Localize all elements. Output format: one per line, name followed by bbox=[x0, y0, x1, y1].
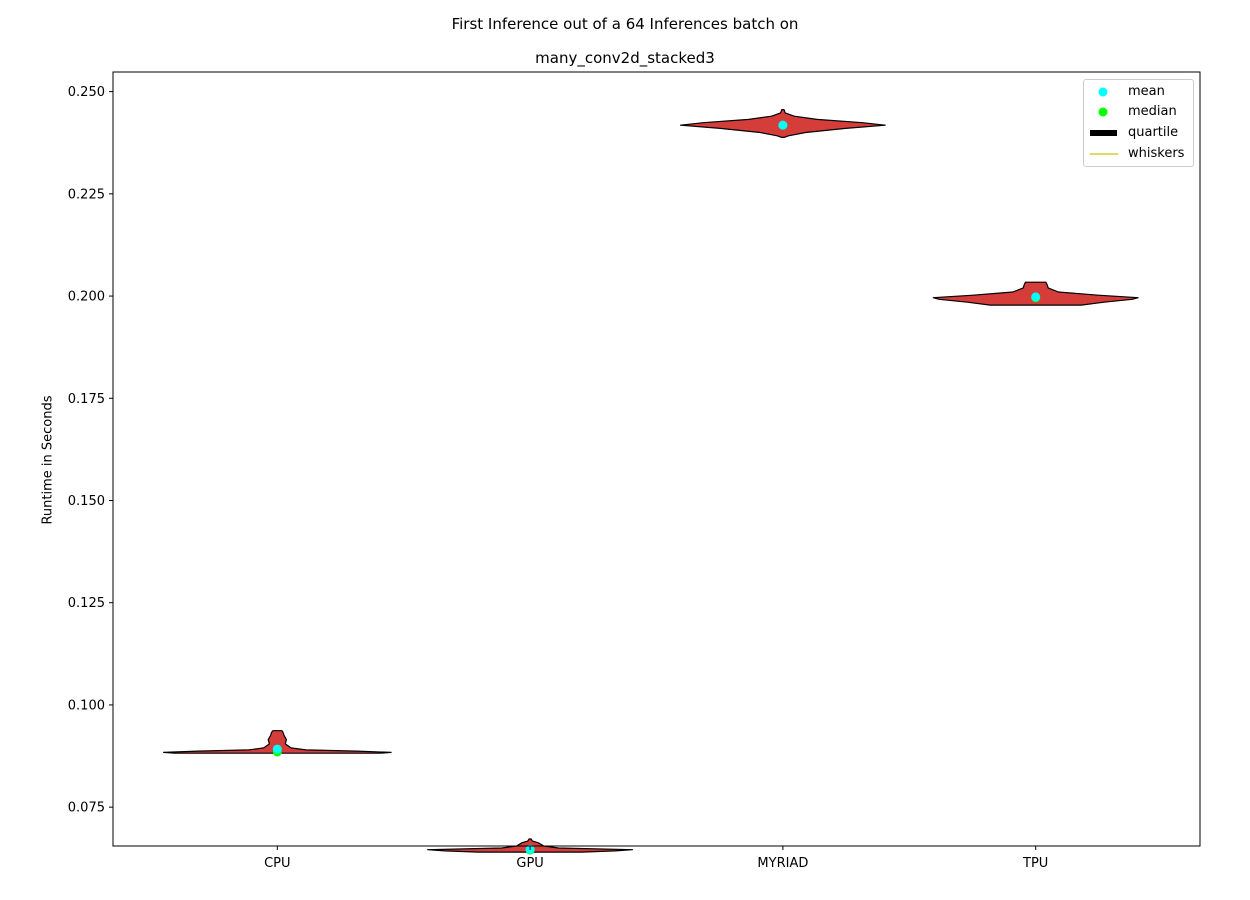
y-axis-label: Runtime in Seconds bbox=[40, 395, 56, 525]
x-tick-label: TPU bbox=[1022, 856, 1048, 871]
y-tick-label: 0.125 bbox=[68, 596, 105, 611]
y-tick-label: 0.175 bbox=[68, 392, 105, 407]
mean-marker-tpu bbox=[1031, 292, 1041, 302]
mean-marker-myriad bbox=[778, 120, 788, 130]
y-tick-label: 0.150 bbox=[68, 494, 105, 509]
chart-title-line-1: First Inference out of a 64 Inferences b… bbox=[451, 15, 799, 33]
legend-entry-mean: mean bbox=[1084, 82, 1193, 102]
legend-label-mean: mean bbox=[1128, 84, 1165, 99]
legend-entry-median: median bbox=[1084, 102, 1193, 122]
chart-title-line-2: many_conv2d_stacked3 bbox=[535, 49, 715, 67]
legend-label-whiskers: whiskers bbox=[1128, 146, 1185, 161]
x-tick-label: GPU bbox=[516, 856, 543, 871]
violin-cpu bbox=[163, 730, 392, 754]
chart-legend: mean median quartile whiskers bbox=[1083, 79, 1194, 167]
legend-median-marker-icon bbox=[1098, 107, 1108, 117]
legend-entry-quartile: quartile bbox=[1084, 123, 1193, 143]
y-tick-label: 0.100 bbox=[68, 698, 105, 713]
x-tick-label: CPU bbox=[264, 856, 290, 871]
y-tick-label: 0.250 bbox=[68, 85, 105, 100]
y-tick-label: 0.075 bbox=[68, 801, 105, 816]
mean-marker-cpu bbox=[272, 744, 282, 754]
legend-quartile-bar-icon bbox=[1090, 130, 1117, 136]
x-tick-label: MYRIAD bbox=[757, 856, 808, 871]
plot-area-frame bbox=[112, 71, 1201, 847]
legend-entry-whiskers: whiskers bbox=[1084, 144, 1193, 164]
legend-mean-marker-icon bbox=[1098, 87, 1108, 97]
legend-label-median: median bbox=[1128, 104, 1177, 119]
legend-whiskers-line-icon bbox=[1090, 153, 1118, 155]
y-tick-label: 0.225 bbox=[68, 187, 105, 202]
y-tick-label: 0.200 bbox=[68, 290, 105, 305]
legend-label-quartile: quartile bbox=[1128, 125, 1179, 140]
